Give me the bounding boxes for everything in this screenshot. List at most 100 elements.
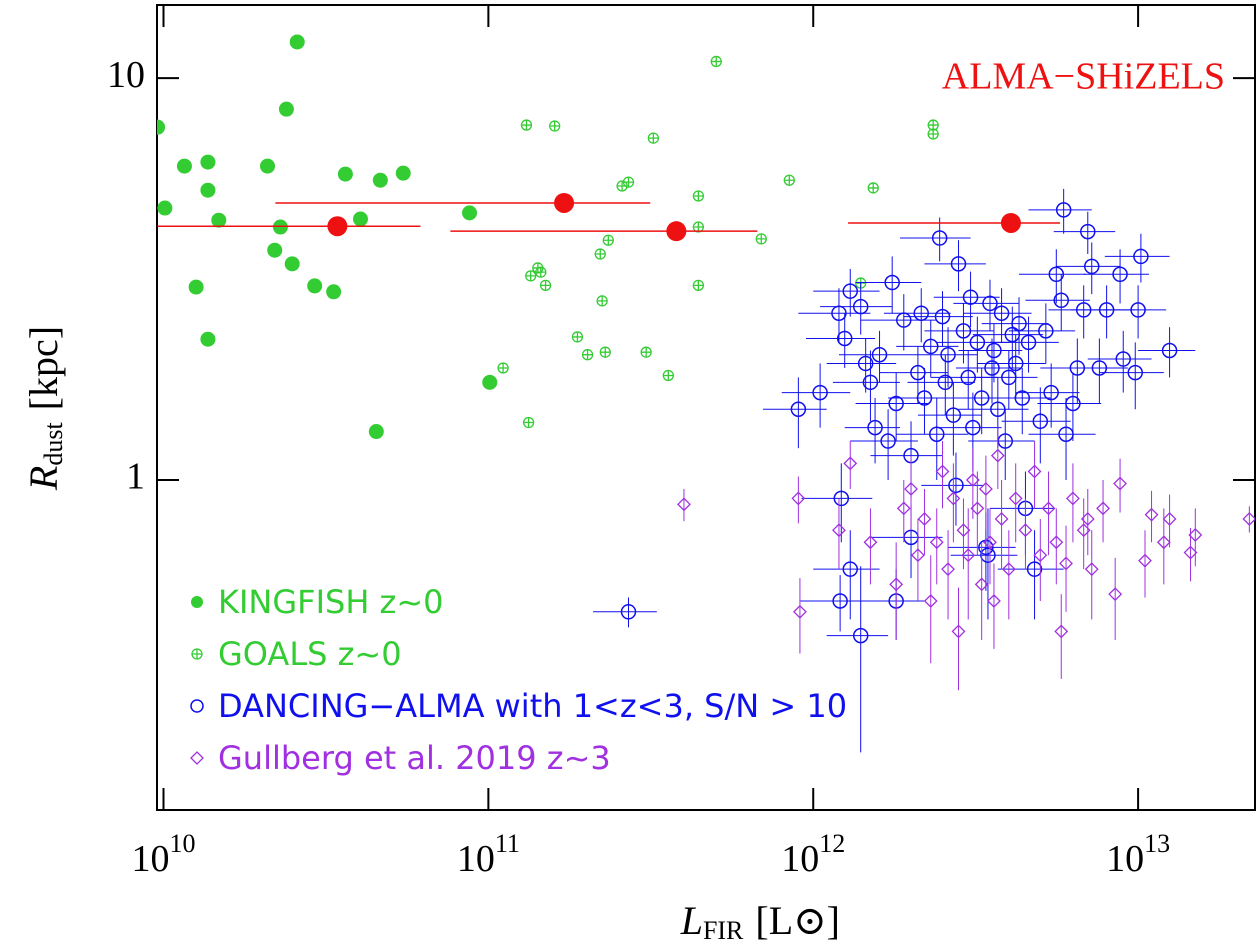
point <box>710 55 722 68</box>
point <box>1156 535 1171 550</box>
point <box>755 233 767 245</box>
point <box>1001 562 1016 577</box>
point <box>522 416 535 429</box>
point <box>326 284 342 300</box>
point <box>946 491 961 506</box>
x-tick-label: 1010 <box>131 829 195 880</box>
point <box>368 424 384 440</box>
point <box>955 323 972 339</box>
legend-marker <box>191 648 203 660</box>
point <box>1113 476 1127 491</box>
point <box>843 456 858 471</box>
point <box>327 216 348 237</box>
point <box>176 158 192 174</box>
point <box>974 577 989 592</box>
point <box>692 190 705 202</box>
point <box>1096 501 1110 516</box>
point <box>594 248 606 260</box>
point <box>857 355 874 372</box>
point <box>793 604 807 619</box>
point <box>1138 553 1152 568</box>
point <box>917 512 932 526</box>
x-tick-label: 1013 <box>1106 829 1170 880</box>
point <box>862 374 879 391</box>
y-tick-label: 1 <box>126 456 145 498</box>
point <box>1000 212 1021 233</box>
point <box>1108 587 1123 602</box>
y-tick-label: 10 <box>107 54 145 96</box>
point <box>1112 266 1128 283</box>
point <box>267 242 283 258</box>
y-label-subscript: dust <box>39 422 68 466</box>
point <box>842 283 858 299</box>
point <box>884 274 900 291</box>
point <box>836 330 853 347</box>
legend-marker <box>190 699 204 713</box>
point <box>994 512 1009 526</box>
point <box>931 230 948 246</box>
x-axis-label: LFIR [L⊙] <box>680 898 840 945</box>
x-tick-label: 1012 <box>781 829 845 880</box>
point <box>539 279 552 291</box>
point <box>934 308 951 325</box>
point <box>852 298 869 315</box>
point <box>1027 464 1042 479</box>
point <box>1127 364 1144 381</box>
point <box>200 331 216 347</box>
point <box>904 482 918 496</box>
point <box>289 34 305 50</box>
point <box>812 384 828 401</box>
point <box>962 289 979 305</box>
point <box>482 374 498 390</box>
point <box>571 331 584 343</box>
legend-marker <box>191 596 203 608</box>
legend-marker <box>190 751 204 765</box>
point <box>950 256 967 272</box>
point <box>662 369 674 382</box>
point <box>640 346 652 358</box>
point <box>867 182 879 194</box>
point <box>1020 334 1037 351</box>
point <box>1018 523 1033 538</box>
point <box>1032 413 1049 430</box>
point <box>1053 292 1069 309</box>
legend-label: DANCING−ALMA with 1<z<3, S/N > 10 <box>218 687 847 725</box>
point <box>1133 248 1149 265</box>
point <box>889 577 904 592</box>
point <box>596 295 608 307</box>
x-label-unit: [L⊙] <box>755 898 840 943</box>
point <box>961 548 976 563</box>
point <box>922 338 939 355</box>
point <box>940 346 956 363</box>
point <box>1043 384 1059 401</box>
point <box>842 561 858 577</box>
point <box>260 158 276 174</box>
point <box>1183 545 1198 560</box>
point <box>525 270 537 282</box>
point <box>956 523 971 538</box>
point <box>599 346 611 358</box>
point <box>896 501 911 516</box>
point <box>867 419 883 436</box>
point <box>352 211 368 227</box>
point <box>1130 302 1146 318</box>
point <box>951 624 966 639</box>
point <box>1054 624 1069 639</box>
point <box>929 535 944 550</box>
point <box>965 419 981 436</box>
point <box>923 594 938 608</box>
point <box>620 604 637 620</box>
point <box>1161 342 1178 359</box>
point <box>372 172 388 188</box>
point <box>188 279 204 295</box>
point <box>990 448 1005 463</box>
point <box>913 305 929 321</box>
point <box>927 128 939 140</box>
point <box>1065 395 1081 412</box>
point <box>978 482 993 496</box>
point <box>982 295 998 312</box>
point <box>1080 223 1096 240</box>
point <box>916 390 933 406</box>
point <box>969 334 986 351</box>
